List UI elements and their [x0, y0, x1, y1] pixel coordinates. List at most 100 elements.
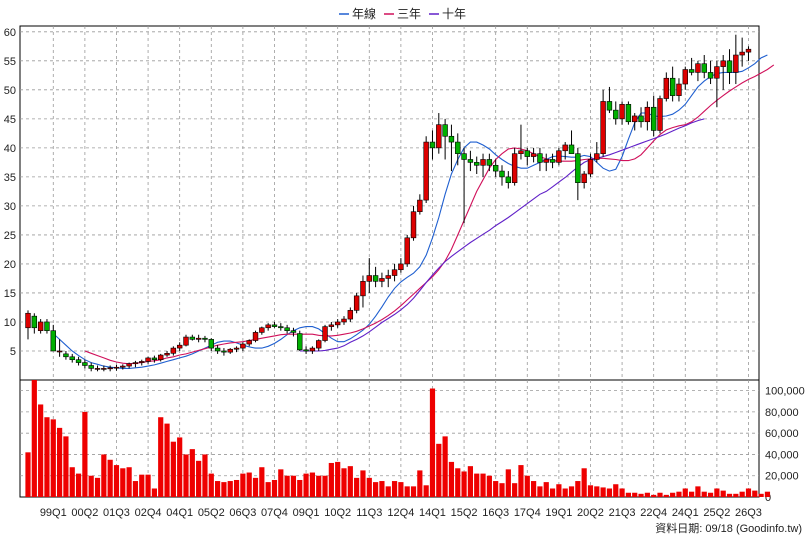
candle-body	[240, 343, 246, 349]
candle-body	[360, 281, 366, 297]
candle-body	[88, 365, 94, 369]
x-tick-label: 15Q2	[451, 507, 478, 519]
volume-bar	[436, 443, 442, 497]
candle-body	[341, 318, 347, 323]
candle	[461, 147, 467, 224]
candle	[613, 101, 619, 125]
candle	[176, 342, 183, 351]
candle	[309, 346, 316, 354]
candle	[530, 147, 537, 163]
volume-bar	[303, 473, 309, 497]
candle-body	[303, 349, 309, 352]
candle	[587, 153, 594, 177]
volume-bar	[594, 486, 600, 497]
volume-bar	[404, 486, 410, 497]
candle-body	[347, 310, 354, 320]
price-tick-label: 25	[4, 230, 16, 242]
volume-bar	[139, 474, 145, 497]
candle	[669, 66, 676, 102]
volume-bar	[177, 437, 183, 497]
candle-body	[31, 315, 38, 329]
candle-body	[562, 144, 568, 152]
volume-bar	[587, 485, 594, 497]
candle-body	[714, 66, 720, 79]
candle	[537, 147, 543, 172]
volume-tick-label: 60,000	[765, 428, 799, 440]
volume-bar	[512, 483, 518, 497]
volume-tick-label: 20,000	[765, 471, 799, 483]
candle	[31, 313, 38, 334]
volume-bar	[632, 492, 638, 497]
x-tick-label: 99Q1	[40, 507, 67, 519]
candle	[145, 356, 151, 364]
price-tick-label: 45	[4, 114, 16, 126]
candle-body	[132, 362, 139, 365]
volume-bar	[202, 454, 208, 497]
volume-bar	[493, 481, 499, 497]
candle-body	[328, 324, 335, 327]
candle-body	[663, 77, 670, 99]
x-tick-label: 25Q2	[703, 507, 730, 519]
volume-bar	[347, 466, 353, 497]
x-tick-label: 12Q4	[387, 507, 414, 519]
candle-body	[701, 63, 707, 73]
candle-body	[625, 104, 632, 123]
volume-bar	[88, 475, 94, 497]
candle-body	[37, 321, 44, 331]
volume-bar	[739, 491, 745, 497]
candle-body	[467, 159, 474, 163]
candle-body	[530, 153, 537, 157]
candle-body	[568, 144, 575, 154]
candle-body	[417, 199, 423, 213]
x-tick-label: 10Q2	[324, 507, 351, 519]
volume-bar	[625, 492, 631, 497]
candle-body	[391, 269, 398, 276]
candle	[511, 147, 518, 186]
candle	[88, 362, 94, 372]
data-date-footer: 資料日期: 09/18 (Goodinfo.tw)	[655, 521, 802, 535]
volume-y-axis: 0 20,000 40,000 60,000 80,000 100,000	[765, 386, 805, 504]
candle	[322, 324, 328, 343]
volume-bar	[467, 466, 473, 497]
candle	[297, 330, 303, 351]
candle	[682, 66, 688, 90]
candle	[442, 118, 448, 160]
volume-bar	[455, 468, 461, 497]
volume-tick-label: 100,000	[765, 386, 805, 398]
volume-tick-label: 40,000	[765, 449, 799, 461]
volume-bar	[297, 479, 303, 497]
volume-bar	[271, 479, 278, 497]
candle	[638, 107, 644, 128]
candle	[423, 136, 429, 203]
volume-bar	[278, 469, 284, 497]
x-tick-label: 09Q1	[293, 507, 320, 519]
candle	[581, 171, 587, 189]
candle	[158, 353, 164, 362]
candle	[385, 269, 391, 288]
candle-body	[353, 295, 360, 311]
volume-bar	[132, 481, 139, 497]
candle	[316, 339, 322, 351]
candle-body	[429, 141, 436, 149]
volume-bar	[417, 470, 423, 497]
volume-bar	[50, 419, 56, 497]
candle-body	[50, 330, 56, 352]
candle	[436, 113, 442, 154]
candle	[429, 130, 436, 160]
volume-bar	[240, 473, 246, 497]
candle	[107, 365, 113, 372]
candle	[151, 355, 158, 363]
candle-body	[221, 350, 227, 353]
x-tick-label: 22Q4	[640, 507, 667, 519]
candle-body	[252, 332, 259, 341]
volume-bar	[442, 436, 448, 497]
candle-body	[366, 275, 372, 282]
candle	[101, 365, 107, 372]
candle-body	[480, 159, 486, 166]
candle-body	[682, 69, 688, 85]
candle-body	[657, 98, 663, 131]
x-axis: 99Q1 00Q2 01Q3 02Q4 04Q1 05Q2 06Q3 07Q4 09Q1 10Q2…	[40, 507, 762, 519]
candle	[543, 153, 549, 172]
candle	[170, 346, 177, 356]
price-tick-label: 40	[4, 143, 16, 155]
